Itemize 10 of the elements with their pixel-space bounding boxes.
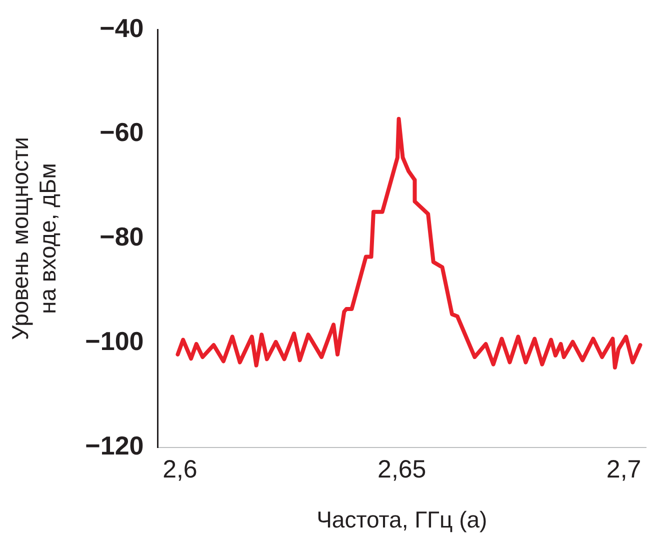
x-tick-label: 2,6 — [162, 455, 198, 484]
y-tick-label: −80 — [100, 222, 144, 252]
x-axis-title: Частота, ГГц (а) — [316, 506, 488, 533]
y-axis-title: Уровень мощности на входе, дБм — [7, 137, 61, 340]
y-tick-label: −60 — [100, 117, 144, 148]
x-tick-label: 2,7 — [606, 455, 642, 484]
y-tick-label: −40 — [100, 12, 144, 43]
y-tick-label: −100 — [85, 326, 144, 356]
y-tick-label: −120 — [85, 430, 144, 461]
x-tick-label: 2,65 — [378, 455, 426, 484]
